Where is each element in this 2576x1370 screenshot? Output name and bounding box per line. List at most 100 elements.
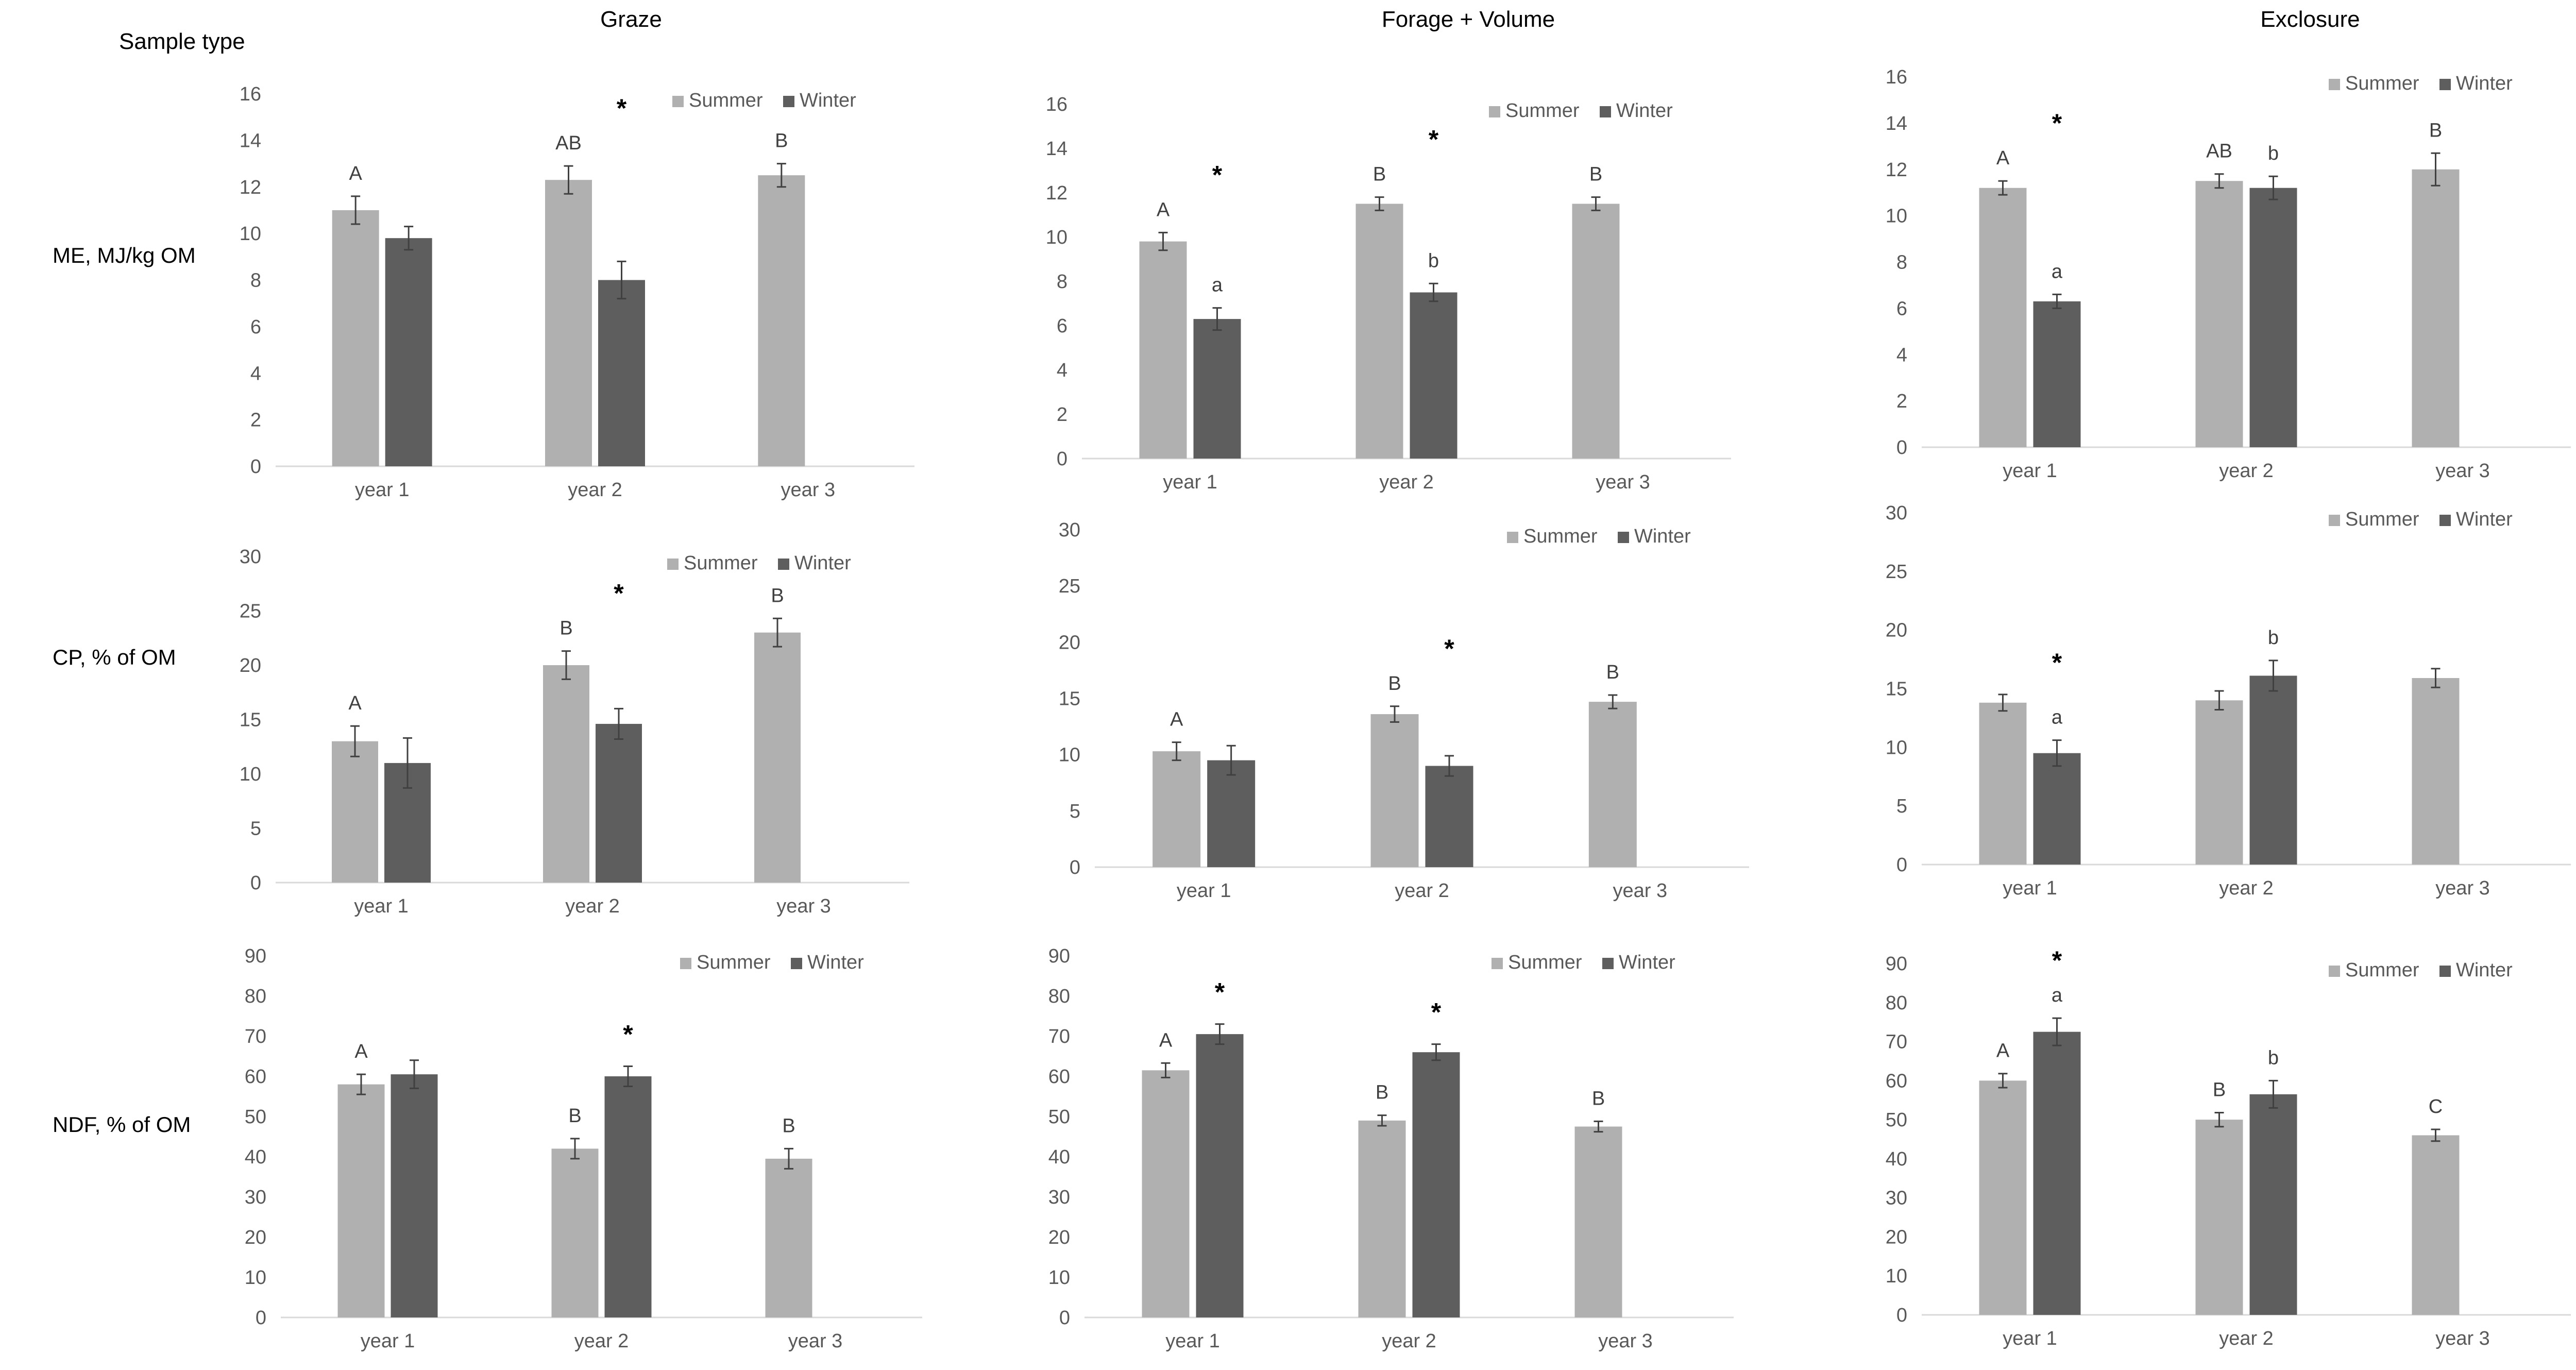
x-tick-label: year 2: [1382, 1330, 1436, 1352]
x-tick-label: year 3: [776, 895, 831, 917]
significance-star: *: [2052, 109, 2062, 138]
x-tick-label: year 3: [1598, 1330, 1653, 1352]
bar-winter: [1425, 766, 1473, 867]
row-label-cp: CP, % of OM: [53, 645, 176, 669]
column-title-exclosure: Exclosure: [2260, 7, 2360, 32]
significance-letter: B: [775, 130, 788, 152]
error-bar: [2214, 173, 2224, 189]
significance-letter: B: [1592, 1088, 1605, 1109]
legend: Summer Winter: [1507, 526, 1691, 547]
error-bar: [564, 165, 573, 195]
legend-swatch-winter: [1602, 958, 1614, 969]
y-tick-label: 20: [1886, 1226, 1907, 1248]
y-tick-label: 30: [1886, 502, 1907, 524]
y-tick-label: 10: [240, 223, 261, 245]
significance-letter: B: [1589, 164, 1602, 185]
significance-letter: B: [1373, 164, 1386, 185]
bar-winter: [1193, 319, 1241, 459]
significance-letter: B: [2213, 1079, 2226, 1101]
legend: Summer Winter: [2329, 959, 2513, 981]
row-label-ndf: NDF, % of OM: [53, 1112, 191, 1137]
x-tick-label: year 1: [1165, 1330, 1220, 1352]
y-tick-label: 20: [1048, 1227, 1070, 1248]
error-bar: [410, 1059, 419, 1089]
significance-letter: B: [771, 585, 784, 606]
row-label-me: ME, MJ/kg OM: [53, 243, 196, 267]
x-tick-label: year 3: [2435, 1328, 2490, 1349]
error-bar: [2214, 1111, 2224, 1128]
error-bar: [1226, 745, 1236, 776]
legend-label-winter: Winter: [1619, 952, 1675, 973]
significance-letter: B: [568, 1105, 581, 1127]
bar-winter: [391, 1074, 438, 1317]
significance-letter: A: [1170, 709, 1183, 731]
legend-swatch-summer: [1492, 958, 1503, 969]
y-tick-label: 50: [1886, 1109, 1907, 1131]
bar-summer: [332, 741, 378, 883]
y-tick-label: 6: [250, 316, 261, 338]
bar-winter: [596, 723, 642, 883]
y-tick-label: 5: [1070, 801, 1080, 822]
chart-panel-3: 0 2 4 6 8 10 12 14 16 year 1 Aa * year 2 AB b year 3 B Su…: [1886, 66, 2571, 482]
y-tick-label: 6: [1057, 315, 1067, 337]
error-bar: [2052, 1017, 2062, 1046]
significance-star: *: [614, 579, 624, 608]
legend-label-summer: Summer: [2345, 959, 2419, 981]
y-tick-label: 0: [1070, 857, 1080, 878]
error-bar: [403, 737, 412, 789]
y-tick-label: 14: [240, 130, 261, 151]
y-tick-label: 16: [1046, 94, 1067, 115]
legend-swatch-summer: [1507, 532, 1518, 543]
error-bar: [2431, 668, 2441, 688]
legend-label-winter: Winter: [1634, 526, 1691, 547]
bar-summer: [551, 1148, 599, 1317]
bar-summer: [1139, 241, 1187, 459]
y-tick-label: 8: [1896, 252, 1907, 274]
legend-swatch-winter: [1600, 106, 1611, 117]
legend: Summer Winter: [1489, 100, 1673, 122]
significance-letter: C: [2429, 1096, 2443, 1118]
legend: Summer Winter: [2329, 509, 2513, 530]
y-tick-label: 80: [245, 986, 266, 1007]
bar-summer: [337, 1084, 385, 1317]
legend-swatch-winter: [1618, 532, 1629, 543]
legend: Summer Winter: [2329, 73, 2513, 94]
y-tick-label: 4: [250, 363, 261, 384]
error-bar: [1158, 231, 1168, 251]
y-tick-label: 30: [240, 546, 261, 568]
bar-summer: [1979, 702, 2027, 865]
bar-summer: [332, 210, 379, 466]
error-bar: [784, 1147, 793, 1170]
y-tick-label: 25: [240, 601, 261, 622]
y-tick-label: 8: [250, 270, 261, 292]
chart-panel-2: 0 2 4 6 8 10 12 14 16 year 1 Aa * year 2 Bb * year 3 B Su…: [1046, 94, 1731, 493]
x-tick-label: year 3: [2435, 877, 2490, 899]
error-bar: [1431, 1043, 1441, 1061]
error-bar: [776, 163, 786, 188]
legend: Summer Winter: [680, 952, 864, 973]
x-tick-label: year 1: [355, 479, 410, 501]
error-bar: [1591, 196, 1601, 211]
x-tick-label: year 2: [565, 895, 620, 917]
bar-summer: [2195, 181, 2243, 447]
legend-swatch-summer: [2329, 966, 2340, 977]
bar-summer: [2412, 678, 2460, 865]
significance-letter: B: [782, 1115, 795, 1137]
bar-summer: [1588, 702, 1637, 867]
y-tick-label: 10: [240, 764, 261, 785]
error-bar: [773, 617, 782, 648]
y-tick-label: 50: [245, 1106, 266, 1128]
y-tick-label: 25: [1059, 576, 1080, 597]
significance-letter: A: [354, 1041, 368, 1062]
significance-letter: A: [1157, 199, 1170, 221]
legend-label-summer: Summer: [684, 552, 758, 574]
x-tick-label: year 1: [1163, 471, 1217, 493]
legend-swatch-summer: [2329, 79, 2340, 90]
significance-star: *: [1444, 634, 1454, 663]
y-tick-label: 90: [245, 945, 266, 967]
y-tick-label: 5: [250, 818, 261, 840]
y-tick-label: 0: [1896, 1305, 1907, 1326]
legend-swatch-winter: [791, 958, 802, 969]
y-tick-label: 15: [240, 709, 261, 731]
y-tick-label: 40: [1048, 1146, 1070, 1168]
